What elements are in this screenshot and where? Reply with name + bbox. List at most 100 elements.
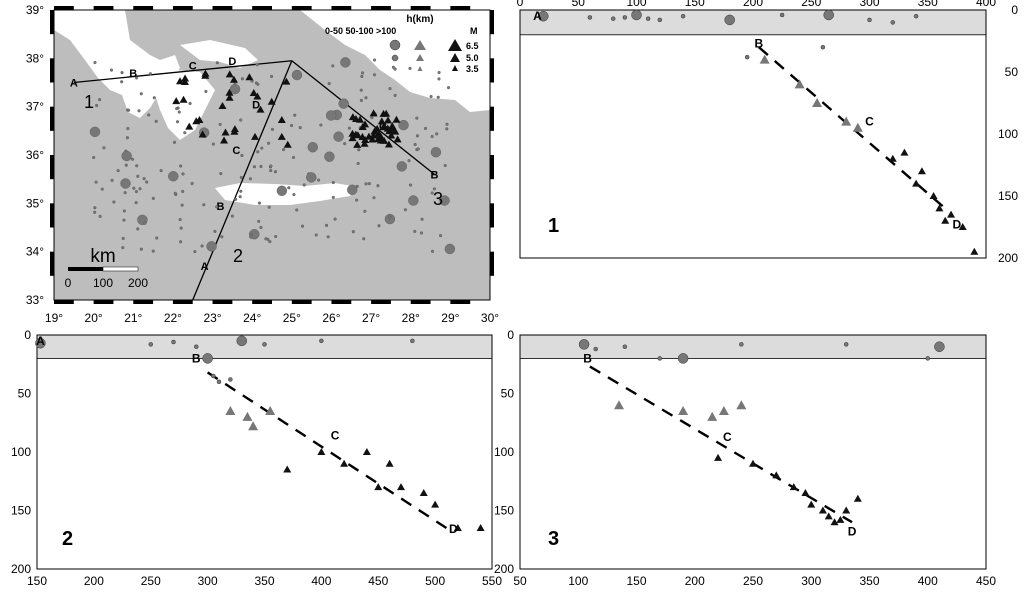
- deep-event: [283, 465, 292, 473]
- map-deep-event: [376, 132, 385, 140]
- map-shallow-event: [319, 123, 323, 127]
- map-shallow-event: [324, 151, 335, 162]
- deep-event: [317, 448, 326, 455]
- map-shallow-event: [179, 164, 183, 168]
- map-shallow-event: [267, 205, 271, 209]
- x-tick-label: 150: [626, 574, 646, 588]
- shallow-event: [35, 337, 46, 349]
- map-shallow-event: [239, 175, 243, 180]
- map-shallow-event: [179, 240, 183, 244]
- x-tick-label: 550: [482, 574, 502, 588]
- map-shallow-event: [259, 164, 263, 168]
- deep-event: [789, 483, 798, 491]
- map-frame-segment-bottom: [172, 300, 193, 304]
- legend-deep-medium: [450, 53, 460, 62]
- shallow-event: [631, 9, 642, 21]
- map-shallow-event: [142, 177, 146, 181]
- map-frame-segment-bottom: [54, 300, 74, 304]
- map-shallow-event: [435, 132, 439, 136]
- map-shallow-event: [152, 96, 156, 100]
- map-shallow-event: [270, 74, 274, 78]
- land-greece-west: [54, 10, 180, 118]
- y-tick-label: 150: [494, 504, 514, 518]
- x-tick-label: 350: [918, 0, 938, 9]
- map-shallow-event: [200, 244, 204, 248]
- shallow-event: [739, 342, 744, 347]
- intermediate-event: [852, 122, 863, 132]
- map-shallow-event: [430, 134, 434, 139]
- deep-event: [772, 471, 781, 479]
- map-profile-point-label: A: [201, 261, 209, 273]
- shallow-event: [622, 15, 628, 20]
- map-shallow-event: [181, 189, 185, 193]
- map-shallow-event: [213, 229, 217, 233]
- shallow-event: [216, 379, 222, 385]
- map-shallow-event: [130, 157, 135, 161]
- x-tick-label: 300: [801, 574, 821, 588]
- shallow-event: [890, 20, 896, 25]
- deep-event: [900, 148, 909, 156]
- map-deep-event: [230, 127, 239, 135]
- map-deep-event: [358, 132, 367, 140]
- map-profile-point-label: B: [129, 68, 137, 80]
- map-frame-segment-right: [490, 10, 494, 35]
- map-deep-event: [382, 109, 391, 117]
- scale-label-100: 100: [93, 276, 113, 290]
- map-shallow-event: [126, 126, 130, 131]
- x-tick-label: 400: [311, 574, 331, 588]
- map-shallow-event: [351, 230, 355, 234]
- map-deep-event: [369, 109, 378, 117]
- map-profile-point-label: C: [189, 61, 197, 73]
- map-deep-event: [225, 93, 234, 101]
- map-shallow-event: [408, 66, 412, 70]
- panel-number: 3: [548, 528, 559, 550]
- map-shallow-event: [256, 150, 260, 154]
- map-shallow-event: [151, 196, 155, 200]
- map-lat-tick-label: 37°: [26, 100, 44, 114]
- map-shallow-event: [125, 136, 129, 140]
- map-shallow-event: [89, 126, 101, 138]
- map-shallow-event: [269, 164, 273, 168]
- map-shallow-event: [148, 72, 153, 76]
- map-shallow-event: [437, 77, 441, 81]
- shallow-event: [578, 339, 590, 350]
- map-shallow-event: [273, 170, 278, 174]
- map-shallow-event: [138, 187, 142, 191]
- map-deep-event: [267, 97, 276, 105]
- map-shallow-event: [377, 224, 381, 228]
- map-lon-tick-label: 21°: [124, 311, 142, 325]
- deep-event: [453, 524, 462, 532]
- map-shallow-event: [314, 233, 318, 237]
- profile-point-label: B: [583, 351, 592, 365]
- deep-event: [385, 459, 394, 467]
- map-shallow-event: [300, 224, 305, 228]
- map-frame-segment-bottom: [252, 300, 272, 304]
- map-deep-event: [387, 131, 396, 139]
- x-tick-label: 450: [368, 574, 388, 588]
- scale-title: km: [90, 246, 115, 267]
- deep-event: [836, 515, 845, 523]
- map-frame-segment-bottom: [450, 300, 471, 304]
- legend-deep-small: [452, 65, 458, 71]
- map-shallow-event: [326, 235, 330, 239]
- deep-event: [912, 179, 921, 187]
- profile-point-label: D: [953, 218, 962, 232]
- map-legend: h(km) 0-50 50-100 >100 M 6.5 5.0 3.5: [325, 14, 479, 74]
- map-shallow-event: [359, 88, 363, 92]
- map-shallow-event: [178, 217, 182, 222]
- deep-event: [397, 483, 405, 491]
- scale-bar-black: [68, 267, 103, 271]
- map-profile-point-label: C: [232, 145, 240, 157]
- map-deep-event: [351, 130, 360, 138]
- map-deep-event: [348, 134, 357, 142]
- map-shallow-event: [290, 124, 294, 128]
- map-shallow-event: [295, 208, 299, 212]
- map-deep-event: [277, 132, 286, 140]
- map-shallow-event: [267, 141, 271, 145]
- map-lon-tick-label: 28°: [402, 311, 420, 325]
- map-shallow-event: [175, 120, 180, 124]
- deep-event: [818, 506, 827, 514]
- shallow-event: [657, 356, 663, 361]
- deep-event: [340, 459, 349, 467]
- deep-event: [830, 518, 839, 526]
